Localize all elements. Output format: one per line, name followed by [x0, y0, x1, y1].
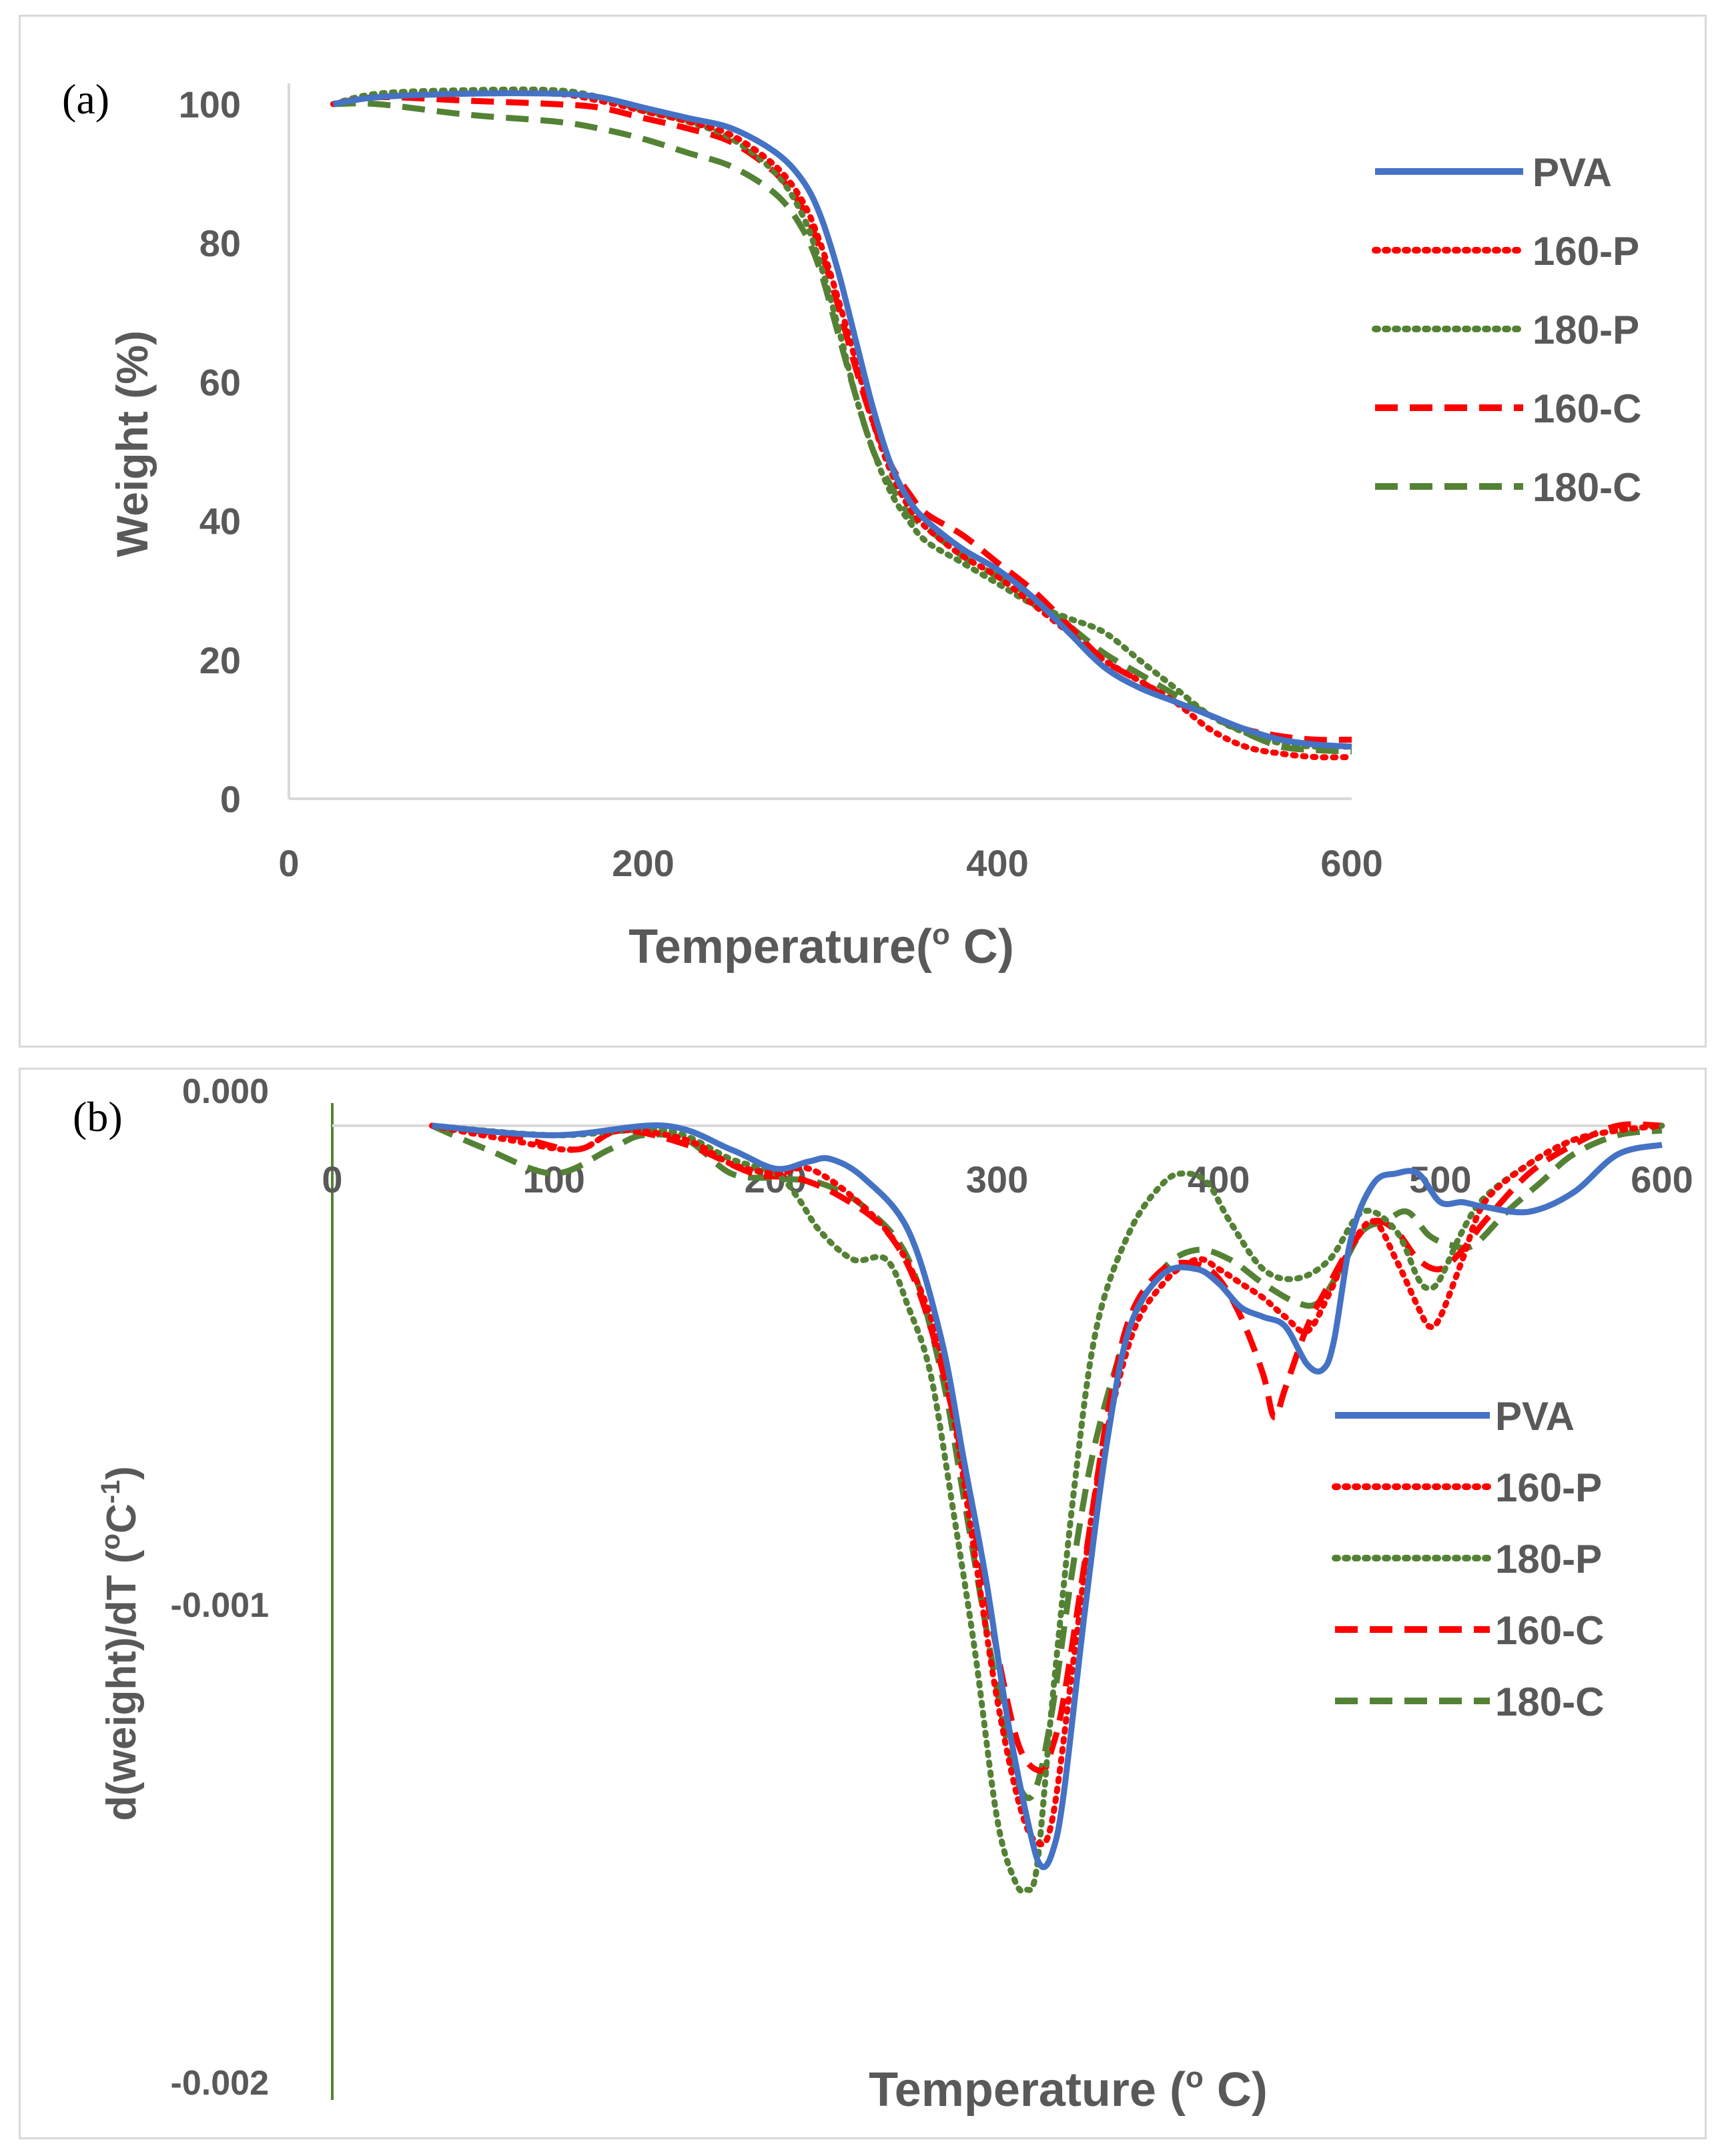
- y-tick-label: 40: [199, 500, 241, 543]
- x-axis-title: Temperature (o C): [869, 2061, 1268, 2117]
- panel-b: (b) 0.000 -0.001 -0.002 0 100 200 300 400 500 60…: [19, 1068, 1707, 2139]
- x-axis-title: Temperature(o C): [628, 918, 1014, 974]
- legend-label: 180-P: [1533, 308, 1639, 352]
- y-axis-title: d(weight)/dT (oC-1): [96, 1466, 145, 1821]
- x-tick-label: 600: [1320, 842, 1382, 884]
- series-line-pva: [432, 1122, 1663, 1870]
- x-tick-label: 300: [966, 1158, 1028, 1200]
- y-tick-label: 0.000: [182, 1072, 269, 1111]
- y-tick-label: 20: [199, 639, 241, 681]
- x-tick-label: 0: [278, 842, 299, 884]
- x-tick-label: 500: [1409, 1158, 1471, 1200]
- series-line-pva: [332, 90, 1352, 750]
- y-tick-label: 60: [199, 361, 241, 403]
- panel-a: (a) 0 20 40 60 80 100 0 200 400 600 PVA 160-P 180-…: [19, 15, 1707, 1048]
- x-tick-label: 400: [966, 842, 1028, 884]
- x-tick-label: 200: [612, 842, 674, 884]
- series-line-160-c: [332, 93, 1352, 743]
- panel-label-b: (b): [73, 1093, 123, 1140]
- y-axis-title: Weight (%): [107, 330, 157, 557]
- series-line-180-p: [330, 86, 1355, 750]
- series-line-180-p: [429, 1122, 1665, 1894]
- legend-label: 180-C: [1495, 1680, 1604, 1724]
- legend-label: 160-P: [1495, 1465, 1602, 1510]
- y-tick-label: -0.001: [171, 1586, 269, 1625]
- dtg-chart: (b) 0.000-0.001-0.002 0 100 200 300 400 500 60…: [73, 1072, 1693, 2117]
- y-tick-label: 80: [199, 222, 241, 264]
- legend-label: PVA: [1495, 1394, 1575, 1439]
- y-tick-label: 100: [179, 83, 241, 125]
- tga-chart: (a) 0 20 40 60 80 100 0 200 400 600 PVA 160-P 180-…: [62, 75, 1641, 974]
- legend-label: 180-C: [1533, 465, 1641, 510]
- series-line-180-c: [430, 1122, 1663, 1802]
- x-tick-label: 400: [1188, 1158, 1250, 1200]
- y-tick-label: -0.002: [171, 2064, 269, 2103]
- legend-label: PVA: [1533, 150, 1612, 195]
- legend-label: 180-P: [1495, 1537, 1602, 1581]
- series-line-180-c: [333, 100, 1352, 755]
- y-tick-label: 0: [220, 778, 241, 820]
- panel-label-a: (a): [62, 75, 109, 123]
- series-line-160-p: [330, 89, 1355, 761]
- x-tick-label: 600: [1631, 1158, 1693, 1200]
- legend-label: 160-C: [1533, 386, 1641, 431]
- legend-label: 160-C: [1495, 1608, 1604, 1653]
- x-tick-label: 0: [322, 1158, 342, 1200]
- legend-label: 160-P: [1533, 229, 1639, 274]
